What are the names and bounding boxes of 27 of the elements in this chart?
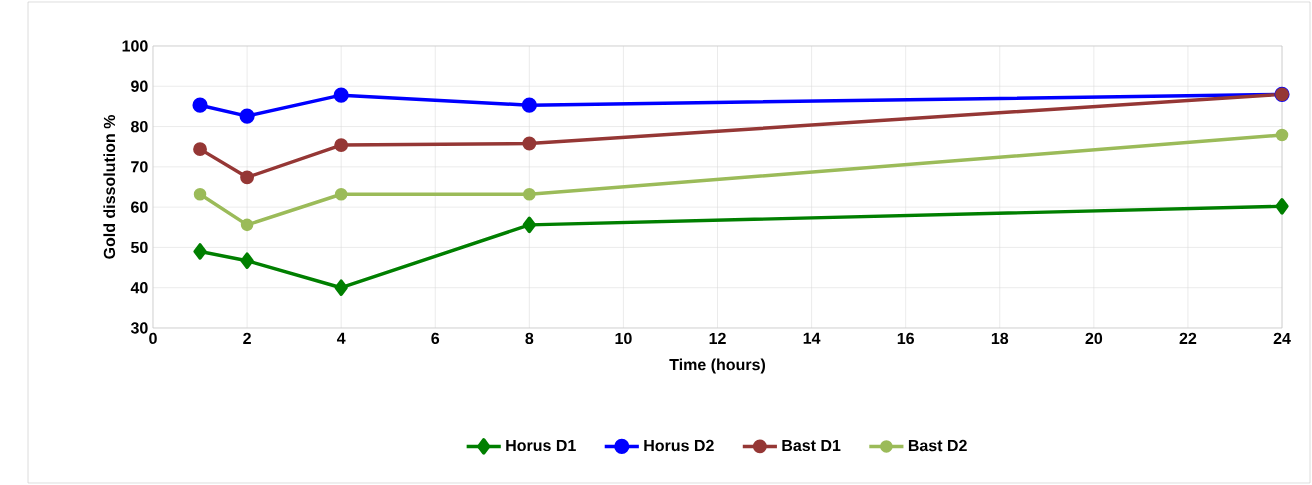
x-tick-label: 2 (243, 332, 251, 344)
x-tick-label: 22 (1179, 332, 1197, 344)
y-tick-label: 100 (122, 40, 148, 52)
y-tick-label: 60 (131, 201, 148, 213)
x-tick-label: 8 (525, 332, 534, 345)
y-tick-label: 40 (130, 282, 148, 294)
x-tick-label: 16 (897, 332, 914, 345)
y-axis-title: Gold dissolution % (103, 114, 116, 259)
x-tick-label: 12 (709, 332, 726, 344)
legend-label: Horus D2 (644, 439, 714, 452)
legend-label: Bast D2 (908, 439, 967, 452)
x-tick-label: 24 (1273, 332, 1291, 344)
legend-label: Bast D1 (782, 439, 841, 452)
x-tick-label: 20 (1085, 332, 1103, 345)
y-tick-label: 80 (131, 120, 148, 133)
x-tick-label: 6 (431, 332, 440, 345)
y-tick-label: 30 (130, 322, 148, 334)
y-tick-label: 90 (131, 80, 148, 92)
x-tick-label: 18 (991, 332, 1009, 345)
x-tick-label: 0 (149, 332, 157, 345)
x-tick-label: 14 (803, 332, 821, 344)
legend-label: Horus D1 (506, 439, 576, 452)
y-tick-label: 50 (131, 241, 148, 254)
x-axis-title: Time (hours) (669, 358, 766, 374)
x-tick-label: 4 (336, 332, 346, 344)
x-tick-label: 10 (615, 332, 632, 345)
y-tick-label: 70 (131, 161, 148, 173)
